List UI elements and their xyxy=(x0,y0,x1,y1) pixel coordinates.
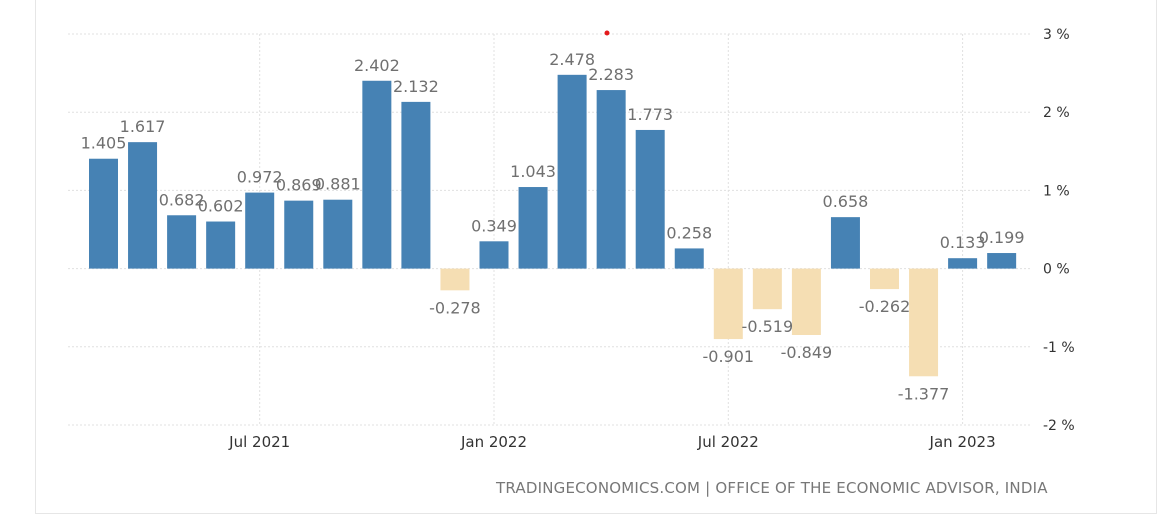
x-tick-label: Jan 2022 xyxy=(460,433,527,451)
data-label: 1.405 xyxy=(81,134,127,153)
y-tick-label: 3 % xyxy=(1043,27,1070,43)
bar xyxy=(167,215,197,269)
bar xyxy=(245,192,275,269)
bar xyxy=(479,241,509,269)
y-tick-label: -2 % xyxy=(1043,418,1075,434)
current-marker xyxy=(604,30,610,36)
data-label: 0.133 xyxy=(940,233,986,252)
bar xyxy=(752,268,782,310)
bar xyxy=(557,74,587,269)
data-label: 1.773 xyxy=(627,105,673,124)
data-label: 1.617 xyxy=(120,117,166,136)
bar xyxy=(948,258,978,269)
bar xyxy=(791,268,821,335)
x-tick-label: Jan 2023 xyxy=(929,433,996,451)
bar xyxy=(362,80,392,269)
data-label: -0.901 xyxy=(703,347,755,366)
bar xyxy=(89,158,118,269)
data-label: 0.602 xyxy=(198,197,244,216)
data-label: 0.682 xyxy=(159,190,205,209)
data-label: 0.658 xyxy=(823,192,869,211)
data-label: -0.519 xyxy=(742,317,794,336)
bar xyxy=(909,268,939,377)
x-tick-label: Jul 2021 xyxy=(228,433,290,451)
bar xyxy=(323,199,353,269)
bar xyxy=(206,221,236,269)
data-label: 2.402 xyxy=(354,56,400,75)
y-tick-label: 0 % xyxy=(1043,262,1070,278)
data-label: -0.278 xyxy=(429,298,481,317)
bar xyxy=(128,142,158,269)
bar xyxy=(870,268,899,290)
bar xyxy=(635,129,665,269)
source-attribution: TRADINGECONOMICS.COM | OFFICE OF THE ECO… xyxy=(496,479,1048,497)
data-label: 2.478 xyxy=(549,50,595,69)
data-label: 1.043 xyxy=(510,162,556,181)
bar xyxy=(518,187,548,269)
data-label: 0.258 xyxy=(666,223,712,242)
bar xyxy=(987,253,1017,269)
data-label: -1.377 xyxy=(898,384,950,403)
x-tick-label: Jul 2022 xyxy=(697,433,759,451)
bar xyxy=(596,90,626,269)
y-tick-label: 1 % xyxy=(1043,183,1070,199)
data-label: 0.972 xyxy=(237,168,283,187)
y-tick-label: 2 % xyxy=(1043,105,1070,121)
bar xyxy=(830,217,860,269)
bars xyxy=(89,74,1017,377)
data-label: 0.881 xyxy=(315,175,361,194)
bar xyxy=(284,200,314,269)
bar xyxy=(674,248,704,269)
data-label: 0.349 xyxy=(471,216,517,235)
y-axis-ticks: 3 % 2 % 1 % 0 % -1 % -2 % xyxy=(1043,27,1075,434)
data-label: 2.132 xyxy=(393,77,439,96)
bar xyxy=(401,101,431,269)
data-label: -0.849 xyxy=(781,343,833,362)
data-label: 0.199 xyxy=(979,228,1025,247)
data-label: 2.283 xyxy=(588,65,634,84)
bar xyxy=(713,268,743,340)
x-axis-ticks: Jul 2021 Jan 2022 Jul 2022 Jan 2023 xyxy=(228,433,995,451)
y-tick-label: -1 % xyxy=(1043,340,1075,356)
data-label: -0.262 xyxy=(859,297,911,316)
bar xyxy=(440,268,470,291)
data-label: 0.869 xyxy=(276,176,322,195)
